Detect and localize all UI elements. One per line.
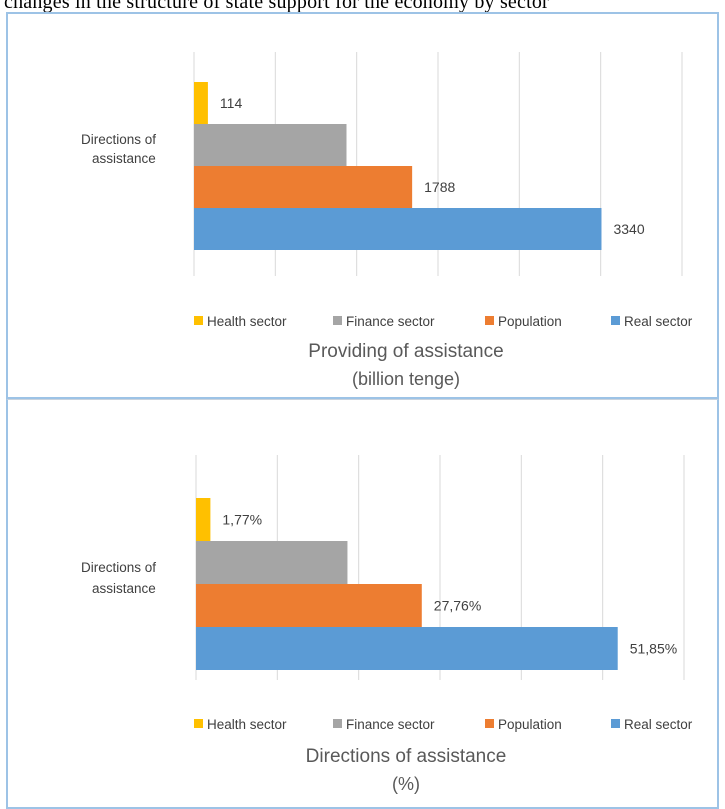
bar-finance-sector [194,124,347,166]
legend-swatch-health-sector [194,316,203,325]
chart-title-line2: (billion tenge) [352,369,460,389]
legend-label-real-sector: Real sector [624,314,693,329]
legend-label-health-sector: Health sector [207,717,287,732]
category-label-line1: Directions of [81,132,156,147]
legend-swatch-real-sector [611,719,620,728]
chart-directions-assistance: 1,77% 27,76% 51,85% Directions of assistance… [81,455,693,794]
chart-title-line2: (%) [392,774,420,794]
bar-population [194,166,413,208]
bar-health-sector [194,82,208,124]
legend-label-health-sector: Health sector [207,314,287,329]
bar-finance-sector [196,541,348,584]
legend-swatch-finance-sector [333,316,342,325]
cropped-caption: changes in the structure of state suppor… [0,0,725,12]
legend: Health sector Finance sector Population Rea… [194,314,693,329]
legend-label-population: Population [498,717,562,732]
category-label-line2: assistance [92,151,156,166]
chart-panel-providing-assistance: 114 1788 3340 Directions of assistance Health… [6,12,719,399]
legend-swatch-population [485,316,494,325]
gridlines [193,52,683,276]
legend-swatch-population [485,719,494,728]
data-label-health-sector: 1,77% [222,512,262,528]
chart-providing-assistance: 114 1788 3340 Directions of assistance Health… [81,52,693,389]
data-label-population: 27,76% [434,598,481,614]
data-label-real-sector: 3340 [613,221,644,237]
legend-swatch-health-sector [194,719,203,728]
bar-real-sector [196,627,618,670]
legend-label-real-sector: Real sector [624,717,693,732]
legend-swatch-finance-sector [333,719,342,728]
chart-title-line1: Directions of assistance [306,746,507,767]
data-label-real-sector: 51,85% [630,641,677,657]
legend-label-finance-sector: Finance sector [346,314,435,329]
cropped-caption-text: changes in the structure of state suppor… [4,0,549,12]
chart-title-line1: Providing of assistance [308,341,503,362]
bar-real-sector [194,208,602,250]
bar-population [196,584,422,627]
bar-health-sector [196,498,211,541]
legend-label-finance-sector: Finance sector [346,717,435,732]
legend-label-population: Population [498,314,562,329]
legend-swatch-real-sector [611,316,620,325]
data-label-population: 1788 [424,179,455,195]
legend: Health sector Finance sector Population Rea… [194,717,693,732]
data-label-health-sector: 114 [220,95,243,111]
category-label-line2: assistance [92,581,156,596]
chart-panel-directions-assistance: 1,77% 27,76% 51,85% Directions of assistance… [6,399,719,809]
category-label-line1: Directions of [81,560,156,575]
